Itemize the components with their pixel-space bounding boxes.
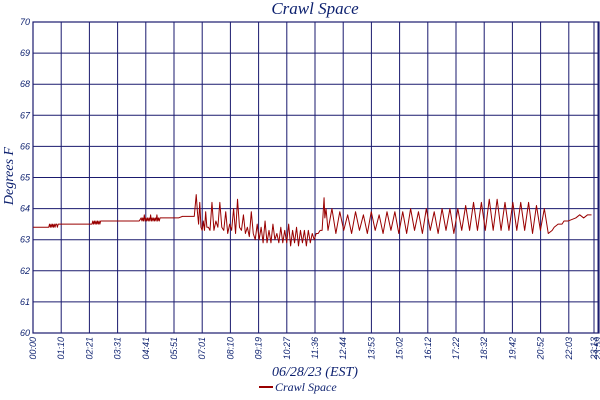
x-tick-label: 13:53	[366, 337, 376, 360]
data-series	[33, 194, 592, 247]
x-tick-label: 23:13	[589, 337, 599, 361]
legend-label: Crawl Space	[275, 380, 337, 394]
x-tick-label: 03:31	[113, 337, 123, 360]
x-tick-label: 08:10	[225, 337, 235, 360]
x-tick-label: 23:59	[593, 337, 600, 361]
x-tick-label: 15:02	[395, 337, 405, 360]
y-tick-label: 68	[20, 79, 30, 89]
y-tick-label: 66	[20, 141, 30, 151]
x-tick-label: 11:36	[310, 337, 320, 359]
x-tick-label: 04:41	[141, 337, 151, 360]
x-tick-label: 18:32	[479, 337, 489, 360]
x-tick-label: 05:51	[169, 337, 179, 360]
chart-title: Crawl Space	[271, 0, 359, 18]
x-tick-label: 12:44	[338, 337, 348, 360]
y-tick-label: 67	[20, 110, 31, 120]
plot-frame	[32, 21, 600, 334]
series-line-crawl-space	[33, 194, 592, 247]
x-tick-label: 19:42	[507, 337, 517, 360]
y-tick-label: 70	[20, 17, 30, 27]
x-tick-label: 01:10	[56, 337, 66, 360]
x-tick-label: 09:19	[254, 337, 264, 360]
x-tick-label: 10:27	[282, 336, 292, 360]
y-tick-label: 65	[20, 173, 31, 183]
y-tick-label: 62	[20, 266, 30, 276]
y-axis-label: Degrees F	[2, 146, 17, 206]
x-tick-label: 17:22	[451, 337, 461, 360]
y-tick-label: 69	[20, 48, 30, 58]
y-tick-labels: 60 61 62 63 64 65 66 67 68 69 70	[20, 17, 31, 338]
gridlines	[32, 21, 600, 334]
y-tick-label: 61	[20, 297, 30, 307]
x-tick-labels: 00:00 01:10 02:21 03:31 04:41 05:51 07:01 08:10…	[28, 336, 600, 361]
x-tick-label: 00:00	[28, 337, 38, 360]
y-tick-label: 64	[20, 204, 30, 214]
legend: Crawl Space	[259, 380, 337, 394]
y-tick-label: 60	[20, 328, 30, 338]
y-tick-label: 63	[20, 235, 30, 245]
x-tick-label: 16:12	[423, 337, 433, 360]
x-tick-label: 22:03	[564, 337, 574, 361]
x-axis-label: 06/28/23 (EST)	[272, 365, 358, 380]
x-tick-label: 02:21	[84, 337, 94, 360]
x-tick-label: 20:52	[536, 337, 546, 361]
x-tick-label: 07:01	[197, 337, 207, 360]
